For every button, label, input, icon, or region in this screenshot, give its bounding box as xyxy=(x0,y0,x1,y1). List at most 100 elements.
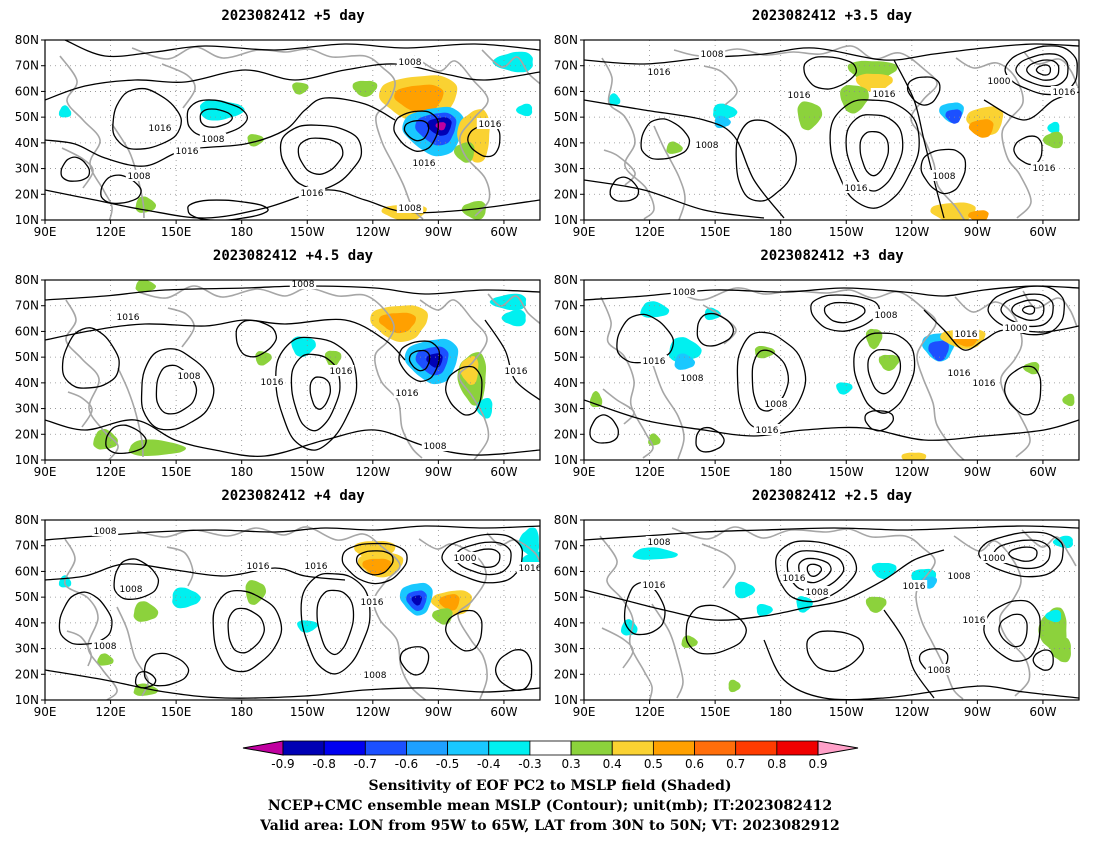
contour-label: 1000 xyxy=(454,554,477,564)
lon-tick-label: 150E xyxy=(161,465,192,479)
lat-tick-label: 50N xyxy=(15,350,39,364)
gridlines xyxy=(584,280,1079,460)
sensitivity-area xyxy=(362,558,392,575)
isobar xyxy=(445,609,483,652)
coastline xyxy=(653,125,686,220)
sensitivity-area xyxy=(928,340,949,362)
sensitivity-area xyxy=(871,562,897,579)
isobar xyxy=(987,285,1065,336)
sensitivity-area xyxy=(461,200,487,220)
isobar xyxy=(584,99,785,219)
lat-tick-label: 20N xyxy=(554,187,578,201)
lon-tick-label: 90E xyxy=(573,225,596,239)
coastlines xyxy=(65,285,540,460)
isobar xyxy=(806,630,865,672)
lat-tick-label: 40N xyxy=(554,616,578,630)
contour-label: 1016 xyxy=(519,564,542,574)
sensitivity-shading xyxy=(607,60,1063,220)
isobar xyxy=(763,639,1079,700)
contour-label: 1008 xyxy=(292,280,315,290)
isobar xyxy=(445,365,483,416)
lat-tick-label: 60N xyxy=(554,84,578,98)
sensitivity-area xyxy=(640,301,670,318)
lat-tick-label: 70N xyxy=(554,59,578,73)
sensitivity-area xyxy=(352,80,378,97)
contour-label: 1008 xyxy=(928,666,951,676)
sensitivity-area xyxy=(728,679,741,693)
coastline xyxy=(487,293,540,325)
isobar xyxy=(316,589,355,656)
contour-label: 1008 xyxy=(424,442,447,452)
panel-title-2: 2023082412 +3.5 day xyxy=(752,8,913,24)
lon-tick-label: 120E xyxy=(634,225,665,239)
isobar xyxy=(399,646,430,676)
colorbar-segment xyxy=(488,740,531,756)
lon-tick-label: 180 xyxy=(769,225,792,239)
coastlines xyxy=(599,526,1077,700)
map-panel-2: 1008 1016 1008 1016 1016 1000 1016 1008 1016 1016… xyxy=(554,33,1080,239)
isobar xyxy=(798,557,832,584)
coastline xyxy=(701,543,736,589)
isobar xyxy=(867,348,902,395)
lat-tick-label: 70N xyxy=(554,299,578,313)
isobar xyxy=(1015,53,1069,87)
contour-label: 1008 xyxy=(673,288,696,298)
lat-tick-label: 20N xyxy=(15,667,39,681)
contour-label: 1016 xyxy=(948,369,971,379)
contour-label: 1016 xyxy=(1053,88,1076,98)
isobar xyxy=(408,349,431,372)
isobar xyxy=(806,563,823,577)
lon-tick-label: 60W xyxy=(490,465,517,479)
sensitivity-area xyxy=(1042,131,1063,149)
colorbar-segment xyxy=(694,740,737,756)
contour-label: 1016 xyxy=(247,562,270,572)
lat-tick-label: 20N xyxy=(15,187,39,201)
isobar xyxy=(845,114,904,192)
coastline xyxy=(166,546,194,587)
isobar xyxy=(736,331,807,431)
contour-label: 1008 xyxy=(696,141,719,151)
isobar xyxy=(187,199,269,220)
isobar xyxy=(441,533,523,584)
contour-label: 1016 xyxy=(396,389,419,399)
lat-tick-label: 10N xyxy=(15,213,39,227)
lon-tick-label: 120E xyxy=(634,465,665,479)
lat-tick-label: 80N xyxy=(554,513,578,527)
lon-tick-label: 120W xyxy=(894,705,929,719)
contour-label: 1016 xyxy=(648,68,671,78)
sensitivity-shading xyxy=(58,51,533,220)
lon-tick-label: 90W xyxy=(425,225,452,239)
sensitivity-area xyxy=(394,84,444,114)
isobar xyxy=(45,563,346,581)
isobar xyxy=(696,312,735,347)
isobar xyxy=(1008,546,1038,562)
sensitivity-area xyxy=(411,595,422,606)
lon-tick-label: 120E xyxy=(95,705,126,719)
isobar xyxy=(906,76,941,106)
lat-tick-label: 30N xyxy=(15,162,39,176)
sensitivity-area xyxy=(516,103,533,117)
sensitivity-area xyxy=(836,382,853,395)
lat-tick-label: 40N xyxy=(15,376,39,390)
contour-label: 1008 xyxy=(948,572,971,582)
contour-label: 1016 xyxy=(845,184,868,194)
isobar xyxy=(685,604,747,655)
lat-tick-label: 10N xyxy=(15,693,39,707)
lon-tick-label: 120E xyxy=(95,225,126,239)
isobar xyxy=(45,669,540,699)
lon-tick-label: 60W xyxy=(1029,225,1056,239)
contour-label: 1016 xyxy=(479,120,502,130)
map-frame xyxy=(583,279,1080,461)
sensitivity-area xyxy=(735,581,756,599)
contour-label: 1016 xyxy=(261,378,284,388)
mslp-contours xyxy=(584,525,1079,700)
lon-tick-label: 90E xyxy=(34,465,57,479)
contour-label: 1016 xyxy=(413,159,436,169)
isobar xyxy=(1035,64,1052,76)
colorbar-segment xyxy=(735,740,778,756)
sensitivity-area xyxy=(632,547,678,560)
